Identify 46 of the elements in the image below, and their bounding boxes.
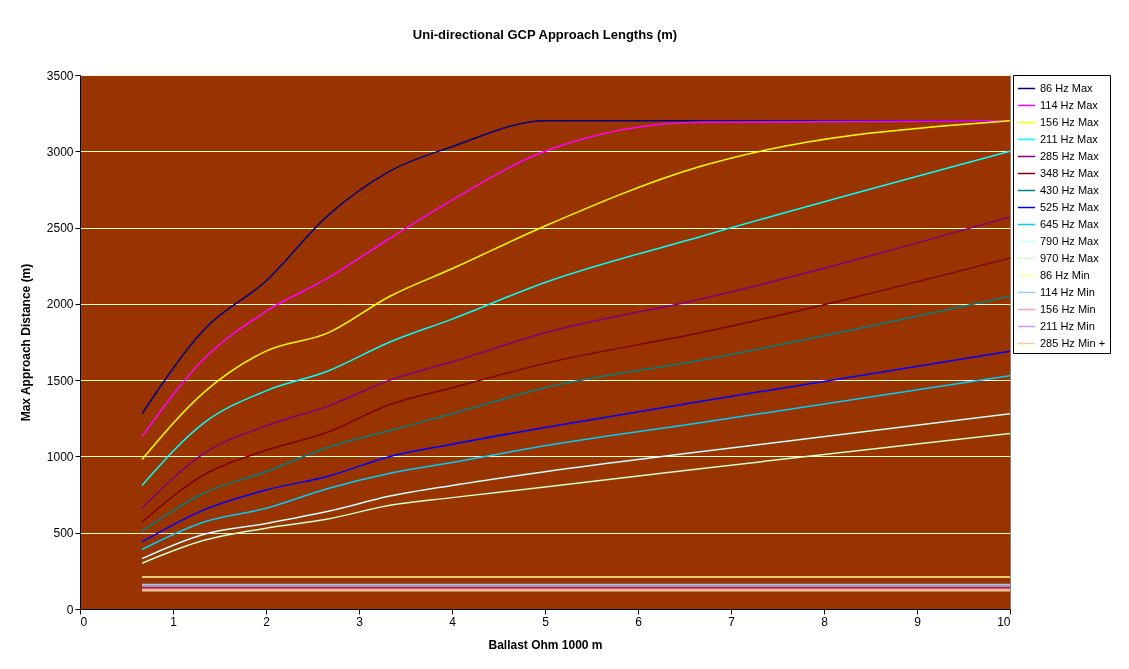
line-series [141, 257, 1011, 523]
y-tick-label: 3000 [46, 144, 74, 159]
x-tick-label: 6 [635, 614, 643, 629]
line-series [141, 150, 1011, 487]
legend-label: 348 Hz Max [1040, 166, 1100, 179]
chart-title: Uni-directional GCP Approach Lengths (m) [412, 27, 678, 42]
x-tick-label: 3 [356, 614, 364, 629]
line-series [141, 412, 1011, 560]
x-tick-label: 4 [449, 614, 457, 629]
legend-label: 790 Hz Max [1040, 234, 1100, 247]
legend-label: 525 Hz Max [1040, 200, 1100, 213]
legend-label: 211 Hz Min [1040, 319, 1095, 332]
x-tick-label: 0 [80, 614, 88, 629]
line-series [141, 350, 1011, 543]
y-tick-label: 1000 [46, 449, 74, 464]
x-tick-label: 7 [728, 614, 736, 629]
legend-label: 285 Hz Min + [1040, 336, 1106, 349]
x-tick-label: 1 [170, 614, 178, 629]
x-tick-label: 2 [263, 614, 271, 629]
legend-label: 156 Hz Min [1040, 302, 1096, 315]
line-series [141, 216, 1011, 510]
y-tick-label: 2500 [46, 221, 74, 236]
legend-label: 211 Hz Max [1040, 132, 1099, 145]
legend-label: 645 Hz Max [1040, 217, 1100, 230]
line-series [141, 374, 1011, 551]
legend-label: 114 Hz Min [1040, 285, 1095, 298]
legend-label: 86 Hz Max [1040, 81, 1094, 94]
y-axis-title: Max Approach Distance (m) [18, 263, 33, 422]
x-tick-label: 8 [821, 614, 829, 629]
x-tick-label: 10 [997, 614, 1011, 629]
line-series [141, 295, 1011, 532]
legend-label: 430 Hz Max [1040, 183, 1100, 196]
y-tick-label: 3500 [46, 68, 74, 83]
y-tick-label: 0 [66, 602, 74, 617]
y-tick-label: 1500 [46, 373, 74, 388]
legend-label: 285 Hz Max [1040, 149, 1100, 162]
y-tick-label: 500 [53, 526, 74, 541]
x-tick-label: 5 [542, 614, 550, 629]
line-series [141, 432, 1011, 564]
x-tick-label: 9 [914, 614, 922, 629]
legend-label: 970 Hz Max [1040, 251, 1100, 264]
legend-label: 114 Hz Max [1040, 98, 1099, 111]
x-axis-title: Ballast Ohm 1000 m [488, 637, 603, 652]
legend-label: 156 Hz Max [1040, 115, 1100, 128]
legend-label: 86 Hz Min [1040, 268, 1090, 281]
y-tick-label: 2000 [46, 297, 74, 312]
